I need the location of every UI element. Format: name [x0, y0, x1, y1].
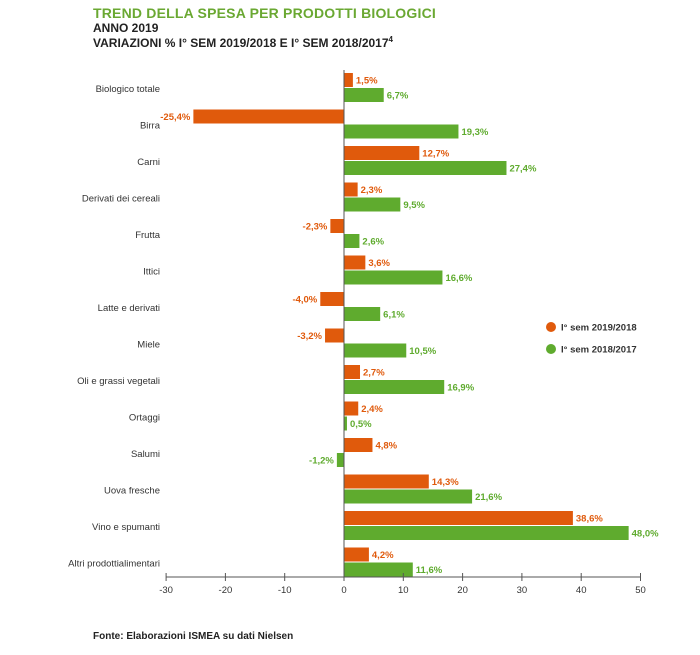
legend-marker	[546, 322, 556, 332]
bar-2019-2018	[193, 109, 344, 124]
bar-2019-2018	[344, 146, 420, 160]
data-label: 48,0%	[632, 529, 659, 540]
data-label: 14,3%	[432, 477, 459, 488]
category-label: Oli e grassi vegetali	[77, 376, 160, 387]
data-label: 2,7%	[363, 368, 385, 379]
bar-2018-2017	[336, 453, 344, 467]
data-label: -1,2%	[309, 456, 334, 467]
data-label: -3,2%	[297, 331, 322, 342]
footnote-marker: 4	[388, 35, 393, 44]
category-label: Frutta	[135, 230, 161, 241]
category-label: Latte e derivati	[98, 303, 160, 314]
bar-2018-2017	[344, 489, 473, 504]
source-note: Fonte: Elaborazioni ISMEA su dati Nielse…	[93, 631, 294, 642]
data-label: 9,5%	[403, 200, 425, 211]
bar-2018-2017	[344, 416, 347, 431]
category-label: Carni	[137, 157, 160, 168]
data-label: 6,7%	[387, 91, 409, 102]
data-label: 1,5%	[356, 76, 378, 87]
data-label: 6,1%	[383, 310, 405, 321]
category-label: Uova fresche	[104, 486, 160, 497]
data-label: 3,6%	[368, 258, 390, 269]
bar-2018-2017	[344, 124, 459, 139]
data-label: 27,4%	[509, 164, 536, 175]
legend-marker	[546, 344, 556, 354]
data-label: -4,0%	[292, 295, 317, 306]
data-label: 19,3%	[461, 127, 488, 138]
category-label: Altri prodottialimentari	[68, 559, 160, 570]
data-label: 4,2%	[372, 550, 394, 561]
x-tick-label: -20	[219, 585, 233, 596]
chart-subtitle-text: VARIAZIONI % I° SEM 2019/2018 E I° SEM 2…	[93, 36, 389, 50]
data-label: 16,9%	[447, 383, 474, 394]
bar-2019-2018	[344, 182, 358, 197]
category-label: Vino e spumanti	[92, 522, 160, 533]
bar-2019-2018	[344, 511, 573, 525]
data-label: 12,7%	[422, 149, 449, 160]
bar-2018-2017	[344, 562, 413, 577]
data-label: 38,6%	[576, 514, 603, 525]
x-tick-label: 50	[635, 585, 646, 596]
x-tick-label: 10	[398, 585, 409, 596]
legend-label: I° sem 2019/2018	[561, 323, 637, 334]
bar-2019-2018	[344, 365, 361, 379]
category-label: Ittici	[143, 267, 160, 278]
x-tick-label: 30	[517, 585, 528, 596]
category-label: Derivati dei cereali	[82, 194, 160, 205]
chart-year: ANNO 2019	[93, 21, 159, 35]
x-tick-label: -30	[159, 585, 173, 596]
bar-2019-2018	[344, 255, 366, 270]
category-label: Ortaggi	[129, 413, 160, 424]
category-label: Biologico totale	[96, 84, 160, 95]
bar-2018-2017	[344, 380, 445, 394]
data-label: 16,6%	[445, 273, 472, 284]
data-label: -25,4%	[160, 112, 191, 123]
bar-2018-2017	[344, 270, 443, 285]
bar-2018-2017	[344, 526, 629, 540]
bar-2018-2017	[344, 197, 401, 212]
data-label: 11,6%	[416, 565, 443, 576]
category-label: Salumi	[131, 449, 160, 460]
legend-label: I° sem 2018/2017	[561, 345, 637, 356]
x-tick-label: 20	[457, 585, 468, 596]
bar-2019-2018	[344, 73, 353, 87]
data-label: 0,5%	[350, 419, 372, 430]
x-tick-label: -10	[278, 585, 292, 596]
bar-2019-2018	[330, 219, 344, 233]
bar-2019-2018	[325, 328, 344, 343]
bar-2018-2017	[344, 234, 360, 248]
bar-2019-2018	[344, 547, 369, 562]
bar-2019-2018	[344, 401, 359, 416]
category-label: Birra	[140, 121, 161, 132]
data-label: 4,8%	[375, 441, 397, 452]
x-tick-label: 40	[576, 585, 587, 596]
data-label: 10,5%	[409, 346, 436, 357]
bar-2018-2017	[344, 307, 381, 321]
data-label: 2,3%	[361, 185, 383, 196]
bar-2019-2018	[344, 438, 373, 452]
bar-2018-2017	[344, 88, 384, 102]
bar-2018-2017	[344, 161, 507, 175]
bar-2019-2018	[344, 474, 429, 489]
chart-subtitle: VARIAZIONI % I° SEM 2019/2018 E I° SEM 2…	[93, 35, 393, 50]
category-label: Miele	[137, 340, 160, 351]
chart-title: TREND DELLA SPESA PER PRODOTTI BIOLOGICI	[93, 5, 436, 21]
bar-2019-2018	[320, 292, 344, 306]
data-label: 2,6%	[362, 237, 384, 248]
data-label: 2,4%	[361, 404, 383, 415]
bar-2018-2017	[344, 343, 407, 358]
data-label: -2,3%	[303, 222, 328, 233]
data-label: 21,6%	[475, 492, 502, 503]
x-tick-label: 0	[341, 585, 346, 596]
